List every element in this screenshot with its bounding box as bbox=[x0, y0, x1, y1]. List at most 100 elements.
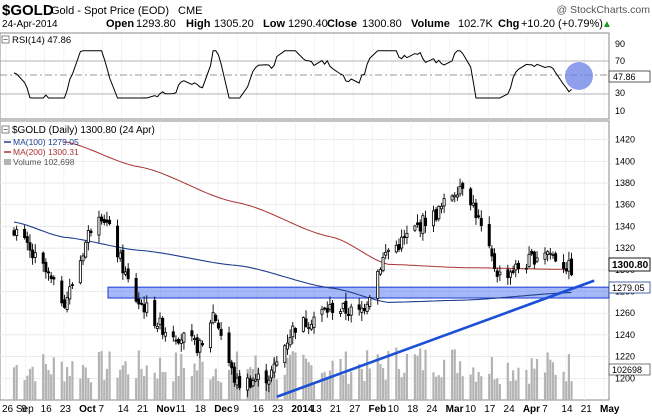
volume-bar bbox=[26, 375, 29, 400]
volume-bar bbox=[28, 368, 32, 400]
volume-bar bbox=[477, 371, 480, 400]
volume-bar bbox=[405, 353, 409, 400]
volume-bar bbox=[291, 351, 294, 400]
legend-ma200: MA(200) 1300.31 bbox=[13, 147, 79, 157]
candle-body bbox=[479, 217, 483, 226]
candle-body bbox=[514, 263, 518, 271]
candle-body bbox=[368, 296, 372, 307]
rsi-tick-10: 10 bbox=[615, 106, 625, 116]
candle-body bbox=[272, 363, 276, 373]
volume-bar bbox=[97, 352, 101, 400]
candle-body bbox=[84, 241, 88, 258]
candle-body bbox=[357, 304, 361, 310]
candle-body bbox=[44, 261, 48, 273]
candle-body bbox=[248, 378, 252, 388]
volume-bar bbox=[286, 357, 289, 400]
rsi-label: RSI(14) 47.86 bbox=[12, 35, 71, 46]
volume-bar bbox=[453, 349, 456, 400]
candle-body bbox=[201, 343, 205, 346]
volume-bar bbox=[310, 365, 313, 400]
price-panel: $GOLD (Daily) 1300.80 (24 Apr) MA(100) 1… bbox=[0, 120, 651, 401]
candlesticks bbox=[12, 178, 574, 397]
price-tick-1400: 1400 bbox=[615, 156, 635, 166]
volume-bar bbox=[273, 358, 276, 400]
candle-body bbox=[551, 254, 555, 256]
close-value: 1300.80 bbox=[362, 18, 402, 30]
candle-body bbox=[267, 379, 271, 385]
high-label: High bbox=[186, 18, 211, 30]
volume-badge bbox=[608, 363, 651, 376]
volume-bar bbox=[480, 376, 483, 400]
volume-bar bbox=[437, 375, 440, 400]
volume-bar bbox=[66, 367, 69, 400]
ma200-line bbox=[64, 141, 572, 270]
candle-body bbox=[439, 205, 443, 210]
volume-bars bbox=[12, 347, 573, 400]
candle-body bbox=[471, 202, 475, 206]
volume-bar bbox=[68, 376, 71, 400]
price-tick-1320: 1320 bbox=[615, 243, 635, 253]
volume-bar bbox=[490, 357, 493, 400]
exchange: CME bbox=[178, 5, 202, 17]
volume-bar bbox=[512, 370, 515, 400]
candle-body bbox=[341, 302, 345, 310]
x-label: 24 bbox=[504, 404, 516, 415]
candle-body bbox=[498, 271, 502, 276]
volume-bar bbox=[350, 371, 353, 400]
volume-bar bbox=[567, 354, 570, 400]
candle-body bbox=[450, 195, 454, 201]
x-label: 7 bbox=[542, 404, 548, 415]
candle-body bbox=[474, 202, 478, 219]
candle-body bbox=[118, 252, 122, 259]
watermark: @ StockCharts.com bbox=[556, 4, 650, 16]
candle-body bbox=[567, 259, 571, 272]
candle-body bbox=[437, 205, 441, 220]
volume-bar bbox=[323, 371, 326, 400]
volume-bar bbox=[275, 379, 278, 400]
candle-body bbox=[216, 322, 220, 329]
volume-bar bbox=[50, 374, 53, 400]
x-label: 10 bbox=[465, 404, 477, 415]
volume-bar bbox=[326, 376, 329, 400]
candle-body bbox=[121, 249, 125, 274]
candle-body bbox=[301, 317, 305, 332]
candle-body bbox=[400, 236, 404, 249]
volume-bar bbox=[84, 367, 87, 400]
volume-bar bbox=[387, 351, 390, 400]
volume-bar bbox=[549, 359, 552, 400]
candle-body bbox=[62, 299, 66, 308]
candle-body bbox=[137, 298, 141, 305]
price-legend: MA(100) 1279.05 MA(200) 1300.31 Volume 1… bbox=[4, 137, 79, 167]
candle-body bbox=[508, 271, 512, 278]
candle-body bbox=[163, 331, 167, 337]
volume-bar bbox=[103, 379, 106, 400]
volume-bar bbox=[158, 357, 162, 400]
candle-body bbox=[339, 311, 343, 314]
x-label: May bbox=[600, 404, 620, 415]
rsi-line bbox=[13, 50, 572, 99]
candle-body bbox=[134, 278, 138, 302]
volume-bar bbox=[100, 351, 103, 400]
volume-bar bbox=[358, 364, 361, 400]
volume-bar bbox=[530, 358, 533, 400]
candle-body bbox=[174, 339, 178, 342]
volume-bar bbox=[302, 354, 305, 400]
volume-bar bbox=[47, 370, 50, 400]
rsi-tick-90: 90 bbox=[615, 39, 625, 49]
candle-body bbox=[171, 331, 175, 338]
price-tick-1260: 1260 bbox=[615, 308, 635, 318]
x-label: 21 bbox=[581, 404, 593, 415]
candle-body bbox=[102, 219, 106, 223]
volume-bar bbox=[381, 368, 385, 400]
candle-body bbox=[530, 250, 534, 255]
volume-bar bbox=[116, 377, 119, 400]
volume-bar bbox=[214, 368, 217, 400]
candle-body bbox=[527, 253, 531, 268]
support-zone-band bbox=[107, 286, 610, 299]
volume-bar bbox=[450, 349, 454, 400]
candle-body bbox=[28, 242, 32, 251]
volume-bar bbox=[71, 361, 74, 400]
security-name: Gold - Spot Price (EOD) bbox=[51, 5, 169, 17]
candle-body bbox=[455, 194, 459, 198]
